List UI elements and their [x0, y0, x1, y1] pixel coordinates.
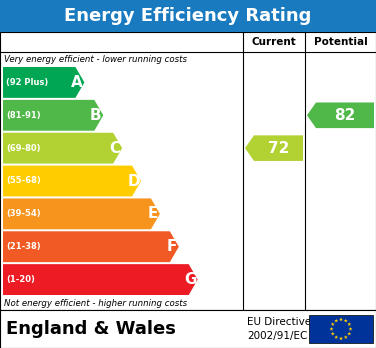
Text: Energy Efficiency Rating: Energy Efficiency Rating [64, 7, 312, 25]
Polygon shape [331, 322, 335, 326]
FancyBboxPatch shape [0, 32, 376, 310]
Polygon shape [3, 231, 179, 262]
Text: (39-54): (39-54) [6, 209, 41, 218]
Polygon shape [331, 332, 335, 335]
Polygon shape [339, 317, 343, 321]
Text: 82: 82 [334, 108, 356, 123]
Text: E: E [147, 206, 158, 221]
FancyBboxPatch shape [0, 310, 376, 348]
Polygon shape [339, 337, 343, 340]
Text: 72: 72 [268, 141, 289, 156]
Polygon shape [344, 319, 348, 323]
Text: Current: Current [252, 37, 296, 47]
Text: England & Wales: England & Wales [6, 320, 176, 338]
Text: (92 Plus): (92 Plus) [6, 78, 48, 87]
Text: B: B [90, 108, 102, 123]
Polygon shape [3, 133, 122, 164]
Polygon shape [329, 327, 334, 331]
Text: F: F [166, 239, 176, 254]
Text: (1-20): (1-20) [6, 275, 35, 284]
Polygon shape [3, 198, 160, 229]
Text: EU Directive
2002/91/EC: EU Directive 2002/91/EC [247, 317, 311, 341]
Text: G: G [184, 272, 196, 287]
Polygon shape [3, 264, 198, 295]
FancyBboxPatch shape [0, 0, 376, 32]
Polygon shape [307, 102, 374, 128]
Polygon shape [3, 100, 103, 131]
Polygon shape [245, 135, 303, 161]
Text: Not energy efficient - higher running costs: Not energy efficient - higher running co… [4, 299, 187, 308]
Text: D: D [127, 174, 140, 189]
Text: C: C [109, 141, 120, 156]
Text: A: A [71, 75, 83, 90]
Polygon shape [347, 322, 351, 326]
FancyBboxPatch shape [309, 315, 373, 343]
Text: (69-80): (69-80) [6, 144, 41, 153]
Text: (21-38): (21-38) [6, 242, 41, 251]
Text: Potential: Potential [314, 37, 367, 47]
Polygon shape [3, 166, 141, 196]
Polygon shape [334, 319, 338, 323]
Text: (55-68): (55-68) [6, 176, 41, 185]
Polygon shape [347, 332, 351, 335]
Text: Very energy efficient - lower running costs: Very energy efficient - lower running co… [4, 55, 187, 63]
Text: (81-91): (81-91) [6, 111, 41, 120]
Polygon shape [334, 335, 338, 339]
Polygon shape [3, 67, 85, 98]
Polygon shape [344, 335, 348, 339]
Polygon shape [349, 327, 353, 331]
